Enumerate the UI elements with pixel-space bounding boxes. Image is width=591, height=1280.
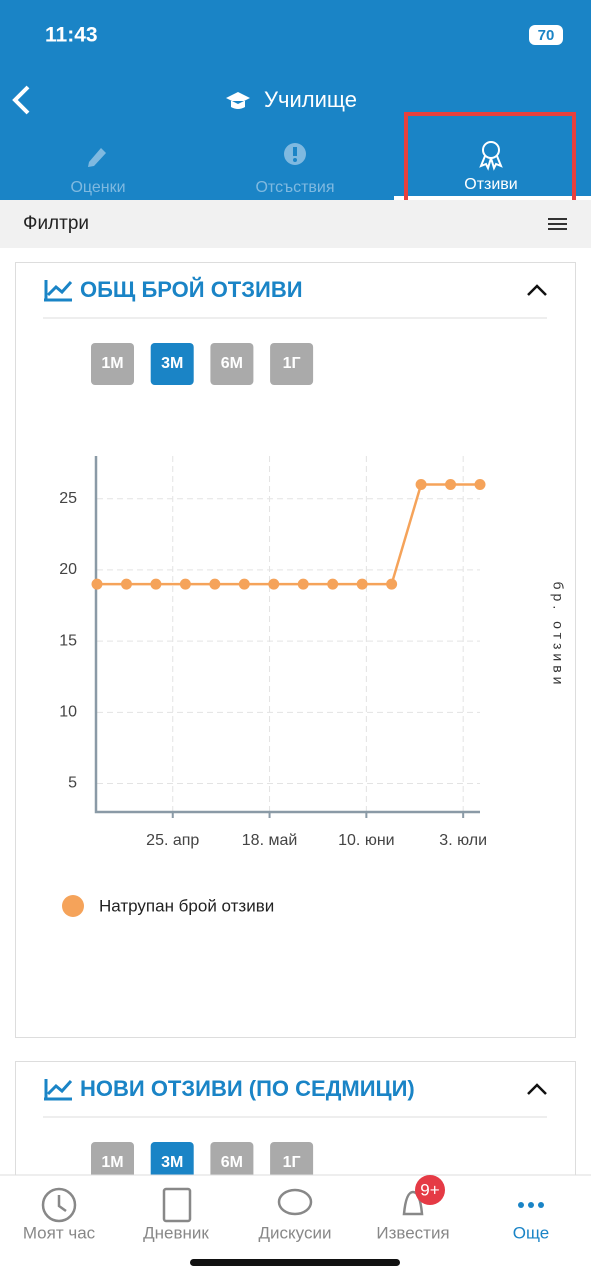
range-button[interactable] <box>210 1142 254 1184</box>
y-tick-label: 5 <box>68 775 77 792</box>
filter-bar[interactable] <box>0 200 591 248</box>
header-bg <box>0 0 591 200</box>
range-label: 1М <box>101 355 123 372</box>
axis <box>94 456 480 814</box>
data-point <box>238 578 250 590</box>
badge-text: 9+ <box>420 1180 439 1199</box>
y-axis-label: бр. отзиви <box>550 582 566 689</box>
card-title: НОВИ ОТЗИВИ (ПО СЕДМИЦИ) <box>80 1076 415 1101</box>
collapse-button[interactable] <box>527 1083 547 1095</box>
data-point <box>327 578 339 590</box>
legend-label[interactable]: Натрупан брой отзиви <box>99 896 274 915</box>
nav-icon <box>518 1202 524 1208</box>
card-icon <box>44 280 73 302</box>
battery-level: 70 <box>538 27 555 44</box>
range-label: 1М <box>101 1154 123 1171</box>
range-button[interactable] <box>91 1142 134 1184</box>
range-label: 3М <box>161 1154 183 1171</box>
school-icon <box>226 92 250 109</box>
back-button[interactable] <box>12 85 30 115</box>
nav-icon <box>41 1187 77 1223</box>
data-point <box>297 578 309 590</box>
range-label: 3М <box>161 355 183 372</box>
x-tick-label: 25. апр <box>146 832 199 849</box>
data-point <box>474 478 486 490</box>
battery <box>529 25 563 45</box>
nav-icon <box>162 1187 192 1223</box>
tab-icon <box>293 147 297 156</box>
tab-indicator <box>394 196 591 200</box>
range-button[interactable] <box>150 1142 194 1184</box>
legend-marker[interactable] <box>62 895 84 917</box>
cards: ОБЩ БРОЙ ОТЗИВИ 1М 3М 6М 1Г НОВИ ОТЗИВИ (ПО С… <box>43 277 547 1184</box>
data-point <box>445 478 457 490</box>
range-label: 1Г <box>283 1154 301 1171</box>
range-button[interactable] <box>210 343 254 385</box>
nav-icon <box>57 1195 67 1213</box>
data-point <box>209 578 221 590</box>
filter-menu[interactable] <box>548 218 567 230</box>
chart: 5 10 15 20 25 25. апр 18. май 10. юни 3. юли бр. … <box>59 456 566 917</box>
y-tick-label: 20 <box>59 561 77 578</box>
data-point <box>150 578 162 590</box>
data-point <box>415 478 427 490</box>
data-point <box>386 578 398 590</box>
home-indicator <box>190 1259 400 1266</box>
y-tick-label: 25 <box>59 490 77 507</box>
collapse-button[interactable] <box>527 284 547 296</box>
data-point <box>356 578 368 590</box>
nav-label[interactable]: Известия <box>376 1223 449 1242</box>
range-button[interactable] <box>270 1142 314 1184</box>
card-title: ОБЩ БРОЙ ОТЗИВИ <box>80 277 303 302</box>
data-point <box>179 578 191 590</box>
y-tick-label: 10 <box>59 704 77 721</box>
badge <box>415 1175 445 1205</box>
nav-icon <box>528 1202 534 1208</box>
card <box>15 262 576 1038</box>
tab-icon <box>293 158 297 162</box>
range-label: 6М <box>221 1154 243 1171</box>
x-tick-label: 18. май <box>242 832 298 849</box>
range-button[interactable] <box>91 343 134 385</box>
tab-icon <box>88 148 106 167</box>
range-label: 1Г <box>283 355 301 372</box>
status-time: 11:43 <box>45 24 98 47</box>
nav-label[interactable]: Дневник <box>143 1223 209 1242</box>
tab[interactable]: Отсъствия <box>255 179 334 196</box>
nav-icon <box>402 1190 424 1216</box>
range-button[interactable] <box>150 343 194 385</box>
x-tick-label: 3. юли <box>439 832 487 849</box>
nav-icon <box>538 1202 544 1208</box>
tab-icon <box>479 155 503 171</box>
range-label: 6М <box>221 355 243 372</box>
range-button[interactable] <box>270 343 314 385</box>
y-tick-label: 15 <box>59 632 77 649</box>
card-icon <box>44 1079 73 1101</box>
data-point <box>268 578 280 590</box>
header-title: Училище <box>264 87 357 112</box>
data-point <box>120 578 132 590</box>
data-point <box>91 578 103 590</box>
tab-active[interactable]: Отзиви <box>464 176 517 193</box>
nav-items: Моят час Дневник Дискусии Известия Още <box>23 1223 549 1242</box>
filter-label: Филтри <box>23 213 89 234</box>
x-tick-label: 10. юни <box>338 832 394 849</box>
nav-label[interactable]: Още <box>513 1223 549 1242</box>
nav-icon <box>277 1188 313 1216</box>
nav-label[interactable]: Дискусии <box>259 1223 332 1242</box>
nav-label[interactable]: Моят час <box>23 1223 96 1242</box>
tab[interactable]: Оценки <box>70 179 125 196</box>
